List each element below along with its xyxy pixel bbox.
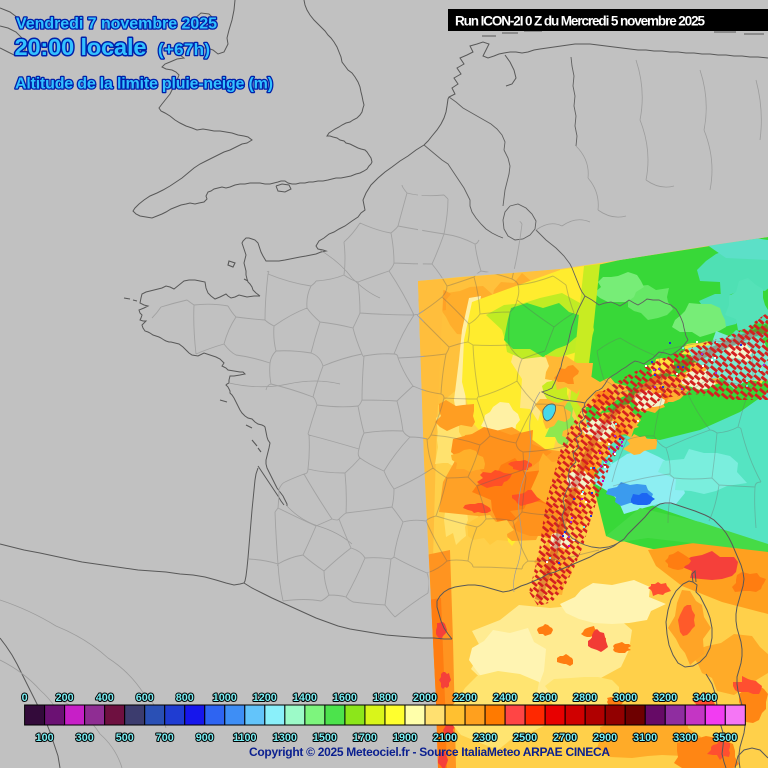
svg-text:400: 400 bbox=[96, 692, 114, 704]
svg-text:Copyright © 2025 Meteociel.fr: Copyright © 2025 Meteociel.fr - Source I… bbox=[249, 745, 610, 759]
svg-text:1500: 1500 bbox=[313, 732, 337, 744]
svg-text:3400: 3400 bbox=[693, 692, 717, 704]
svg-text:1900: 1900 bbox=[393, 732, 417, 744]
svg-text:2600: 2600 bbox=[533, 692, 557, 704]
svg-text:1400: 1400 bbox=[293, 692, 317, 704]
svg-text:Vendredi 7 novembre 2025: Vendredi 7 novembre 2025 bbox=[16, 16, 217, 33]
svg-text:800: 800 bbox=[176, 692, 194, 704]
svg-text:1800: 1800 bbox=[373, 692, 397, 704]
svg-text:1200: 1200 bbox=[253, 692, 277, 704]
svg-text:Run ICON-2I 0 Z du Mercredi 5: Run ICON-2I 0 Z du Mercredi 5 novembre 2… bbox=[455, 14, 705, 29]
svg-text:(+67h): (+67h) bbox=[158, 40, 210, 59]
svg-text:2900: 2900 bbox=[593, 732, 617, 744]
svg-text:3100: 3100 bbox=[633, 732, 657, 744]
svg-text:2400: 2400 bbox=[493, 692, 517, 704]
svg-text:2200: 2200 bbox=[453, 692, 477, 704]
svg-text:1000: 1000 bbox=[213, 692, 237, 704]
svg-text:500: 500 bbox=[116, 732, 134, 744]
svg-text:2800: 2800 bbox=[573, 692, 597, 704]
svg-text:200: 200 bbox=[56, 692, 74, 704]
svg-text:2300: 2300 bbox=[473, 732, 497, 744]
svg-text:3200: 3200 bbox=[653, 692, 677, 704]
svg-text:20:00 locale: 20:00 locale bbox=[15, 34, 147, 60]
svg-text:3500: 3500 bbox=[713, 732, 737, 744]
svg-text:600: 600 bbox=[136, 692, 154, 704]
svg-text:300: 300 bbox=[76, 732, 94, 744]
svg-text:700: 700 bbox=[156, 732, 174, 744]
svg-text:3300: 3300 bbox=[673, 732, 697, 744]
svg-text:900: 900 bbox=[196, 732, 214, 744]
svg-text:2700: 2700 bbox=[553, 732, 577, 744]
svg-text:0: 0 bbox=[22, 692, 28, 704]
svg-text:1100: 1100 bbox=[233, 732, 256, 744]
svg-text:1300: 1300 bbox=[273, 732, 297, 744]
svg-text:3000: 3000 bbox=[613, 692, 637, 704]
svg-text:1600: 1600 bbox=[333, 692, 357, 704]
svg-text:Altitude de la limite pluie-ne: Altitude de la limite pluie-neige (m) bbox=[15, 76, 273, 93]
svg-text:100: 100 bbox=[36, 732, 54, 744]
svg-text:2500: 2500 bbox=[513, 732, 537, 744]
svg-text:1700: 1700 bbox=[353, 732, 377, 744]
svg-text:2000: 2000 bbox=[413, 692, 437, 704]
svg-text:2100: 2100 bbox=[433, 732, 457, 744]
